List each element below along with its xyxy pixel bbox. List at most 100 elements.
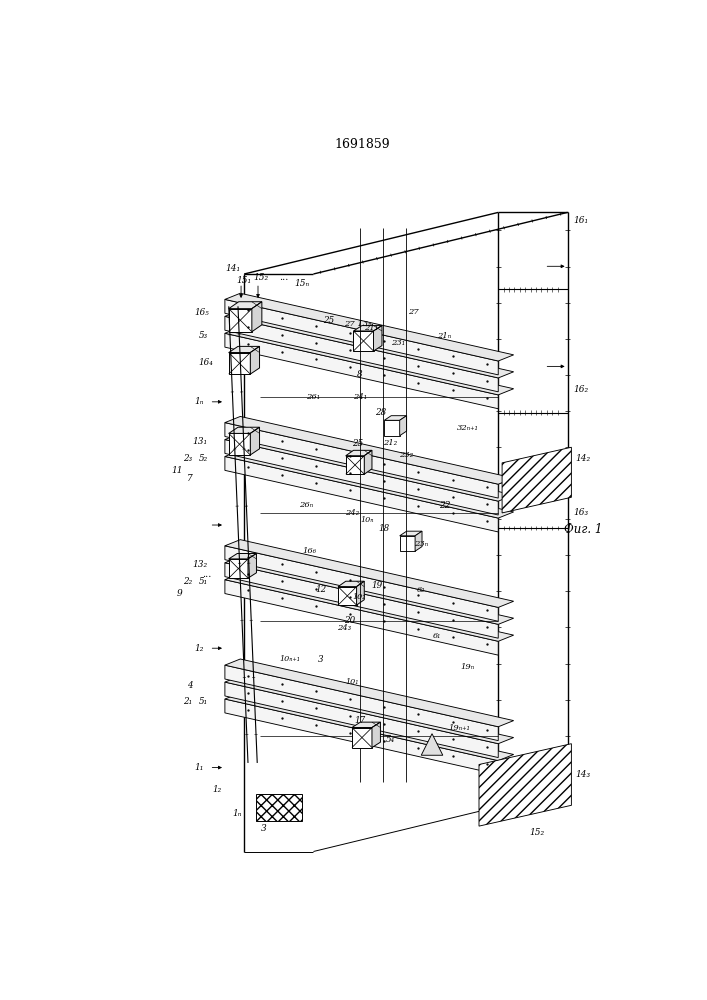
Text: 18: 18	[379, 524, 390, 533]
Polygon shape	[399, 416, 407, 436]
Text: 23ₙ: 23ₙ	[414, 540, 428, 548]
Text: 32ₙ₊₁: 32ₙ₊₁	[457, 424, 479, 432]
Text: 24₁: 24₁	[353, 393, 367, 401]
Polygon shape	[479, 744, 571, 826]
Text: 11: 11	[171, 466, 182, 475]
Text: 15₁: 15₁	[237, 276, 252, 285]
Text: ...: ...	[279, 273, 289, 282]
Polygon shape	[364, 450, 372, 474]
Polygon shape	[399, 531, 422, 536]
Text: 27 13ₙ: 27 13ₙ	[344, 320, 371, 328]
Text: 26₁: 26₁	[306, 393, 320, 401]
Polygon shape	[399, 536, 415, 551]
Polygon shape	[354, 331, 373, 351]
Text: 16₆: 16₆	[303, 547, 317, 555]
Text: 6₁: 6₁	[433, 632, 441, 640]
Polygon shape	[502, 447, 571, 513]
Text: 1₂: 1₂	[212, 785, 221, 794]
Polygon shape	[352, 722, 380, 728]
Text: 2₁: 2₁	[183, 697, 192, 706]
Text: 7: 7	[187, 474, 192, 483]
Text: 4: 4	[187, 681, 192, 690]
Polygon shape	[229, 433, 250, 455]
Text: 10ₙ: 10ₙ	[361, 516, 374, 524]
Text: 1ₙ: 1ₙ	[194, 397, 204, 406]
Text: 8: 8	[357, 370, 363, 379]
Text: 15ₙ: 15ₙ	[294, 279, 310, 288]
Polygon shape	[225, 557, 514, 624]
Polygon shape	[225, 665, 498, 741]
Polygon shape	[356, 581, 364, 605]
Text: 19: 19	[371, 581, 382, 590]
Polygon shape	[256, 794, 302, 821]
Text: 19ₙ: 19ₙ	[460, 663, 474, 671]
Text: 2₃: 2₃	[183, 454, 192, 463]
Polygon shape	[225, 699, 498, 774]
Polygon shape	[229, 427, 259, 433]
Polygon shape	[229, 346, 259, 353]
Text: 21₁: 21₁	[364, 324, 378, 332]
Text: 1₂: 1₂	[194, 644, 204, 653]
Text: 5₁: 5₁	[199, 697, 208, 706]
Text: 3: 3	[260, 824, 267, 833]
Text: 16₃: 16₃	[574, 508, 589, 517]
Polygon shape	[385, 420, 399, 436]
Text: 26ₙ: 26ₙ	[298, 501, 312, 509]
Text: 15₂: 15₂	[529, 828, 544, 837]
Polygon shape	[248, 554, 257, 578]
Text: 24₂: 24₂	[345, 509, 359, 517]
Text: 16₁: 16₁	[574, 216, 589, 225]
Polygon shape	[229, 559, 248, 578]
Polygon shape	[415, 531, 422, 551]
Text: 1691859: 1691859	[334, 138, 390, 151]
Text: 23₁: 23₁	[391, 339, 405, 347]
Text: 10ₙ₊₁: 10ₙ₊₁	[280, 655, 301, 663]
Text: 10₂: 10₂	[353, 593, 366, 601]
Text: 13₁: 13₁	[193, 437, 208, 446]
Polygon shape	[225, 574, 514, 641]
Polygon shape	[225, 682, 498, 758]
Polygon shape	[338, 581, 364, 587]
Text: 13₂: 13₂	[193, 560, 208, 569]
Text: 1ₙ: 1ₙ	[233, 808, 242, 818]
Text: 14₂: 14₂	[575, 454, 590, 463]
Text: 28: 28	[375, 408, 386, 417]
Polygon shape	[225, 433, 514, 501]
Polygon shape	[225, 546, 498, 621]
Polygon shape	[229, 353, 250, 374]
Polygon shape	[225, 423, 498, 498]
Text: 24₃: 24₃	[337, 624, 351, 632]
Text: 1₁: 1₁	[194, 763, 204, 772]
Text: 10₁: 10₁	[345, 678, 358, 686]
Text: 22: 22	[438, 500, 450, 510]
Text: 6₂: 6₂	[417, 586, 426, 594]
Polygon shape	[229, 554, 257, 559]
Polygon shape	[225, 450, 514, 518]
Text: 14₁: 14₁	[225, 264, 240, 273]
Polygon shape	[225, 316, 498, 392]
Text: 2₂: 2₂	[183, 578, 192, 586]
Polygon shape	[225, 416, 514, 484]
Text: Фиг. 1: Фиг. 1	[563, 523, 602, 536]
Polygon shape	[225, 676, 514, 744]
Text: 19ₙ₊₁: 19ₙ₊₁	[449, 724, 471, 732]
Polygon shape	[225, 580, 498, 655]
Text: 5₂: 5₂	[199, 454, 208, 463]
Polygon shape	[385, 416, 407, 420]
Polygon shape	[225, 440, 498, 515]
Polygon shape	[225, 563, 498, 638]
Polygon shape	[225, 540, 514, 607]
Text: 9: 9	[177, 589, 182, 598]
Text: 16₄: 16₄	[199, 358, 214, 367]
Text: 16₂: 16₂	[574, 385, 589, 394]
Polygon shape	[225, 456, 498, 532]
Text: ...: ...	[201, 570, 211, 579]
Text: 5₄: 5₄	[386, 735, 395, 744]
Polygon shape	[346, 450, 372, 456]
Polygon shape	[225, 333, 498, 409]
Polygon shape	[225, 299, 498, 375]
Text: 25: 25	[351, 439, 363, 448]
Text: 20: 20	[344, 616, 355, 625]
Text: 27: 27	[408, 308, 419, 316]
Polygon shape	[346, 456, 364, 474]
